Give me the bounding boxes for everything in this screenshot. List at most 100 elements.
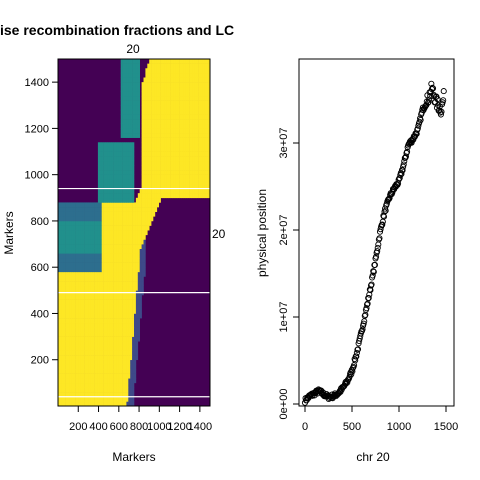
heatmap-cell	[126, 299, 129, 305]
heatmap-cell	[90, 308, 93, 314]
heatmap-cell	[130, 262, 133, 268]
heatmap-cell	[84, 355, 87, 361]
heatmap-cell	[132, 234, 135, 240]
heatmap-cell	[137, 294, 140, 300]
heatmap-cell	[122, 207, 125, 212]
heatmap-cell	[113, 341, 116, 347]
heatmap-cell	[71, 267, 74, 273]
heatmap-cell	[124, 345, 127, 351]
heatmap-cell	[59, 202, 63, 208]
heatmap-cell	[105, 281, 108, 287]
heatmap-cell	[113, 281, 116, 287]
heatmap-cell	[132, 220, 135, 226]
heatmap-cell	[196, 63, 199, 69]
heatmap-cell	[132, 392, 135, 398]
heatmap-cell	[126, 193, 129, 199]
heatmap-cell	[96, 230, 99, 236]
heatmap-cell	[153, 119, 156, 125]
heatmap-cell	[126, 174, 129, 180]
heatmap-cell	[179, 128, 182, 134]
heatmap-cell	[175, 128, 178, 134]
heatmap-cell	[183, 91, 186, 97]
heatmap-cell	[122, 299, 125, 305]
heatmap-cell	[115, 304, 118, 310]
heatmap-cell	[181, 183, 184, 189]
heatmap-cell	[135, 262, 139, 268]
heatmap-cell	[202, 179, 205, 185]
heatmap-cell	[58, 304, 61, 310]
heatmap-cell	[128, 193, 131, 199]
heatmap-cell	[122, 128, 125, 134]
heatmap-cell	[126, 119, 129, 125]
heatmap-cell	[84, 378, 87, 384]
heatmap-cell	[77, 276, 80, 282]
heatmap-cell	[69, 318, 72, 324]
heatmap-cell	[109, 160, 112, 166]
heatmap-cell	[118, 313, 121, 319]
heatmap-cell	[162, 160, 165, 166]
heatmap-cell	[139, 294, 142, 300]
heatmap-cell	[135, 202, 139, 208]
heatmap-cell	[128, 100, 131, 106]
heatmap-cell	[191, 119, 194, 125]
heatmap-cell	[149, 156, 152, 162]
heatmap-cell	[128, 114, 131, 120]
heatmap-cell	[113, 197, 116, 203]
heatmap-cell	[86, 285, 89, 291]
heatmap-cell	[170, 91, 173, 97]
heatmap-cell	[109, 234, 112, 240]
heatmap-cell	[63, 364, 66, 370]
heatmap-cell	[101, 368, 104, 374]
heatmap-cell	[147, 197, 150, 203]
heatmap-cell	[134, 211, 137, 217]
heatmap-cell	[194, 128, 197, 134]
heatmap-cell	[153, 183, 156, 189]
heatmap-cell	[164, 82, 167, 88]
heatmap-cell	[139, 253, 142, 259]
heatmap-cell	[200, 96, 203, 101]
heatmap-cell	[77, 257, 80, 263]
heatmap-cell	[158, 119, 161, 125]
heatmap-cell	[183, 133, 186, 138]
heatmap-cell	[86, 202, 89, 208]
heatmap-cell	[124, 211, 127, 217]
heatmap-cell	[71, 378, 74, 384]
heatmap-cell	[65, 313, 68, 319]
heatmap-cell	[137, 304, 140, 310]
heatmap-cell	[189, 105, 192, 111]
heatmap-cell	[97, 327, 101, 333]
heatmap-cell	[145, 96, 148, 101]
heatmap-cell	[63, 355, 66, 361]
heatmap-cell	[77, 318, 80, 324]
heatmap-cell	[137, 128, 140, 134]
heatmap-cell	[137, 96, 140, 101]
heatmap-cell	[65, 211, 68, 217]
heatmap-cell	[192, 68, 196, 74]
heatmap-cell	[130, 281, 133, 287]
heatmap-cell	[170, 160, 173, 166]
heatmap-cell	[194, 109, 197, 115]
heatmap-cell	[204, 59, 207, 64]
heatmap-cell	[128, 146, 131, 152]
heatmap-cell	[88, 355, 91, 361]
heatmap-cell	[120, 142, 123, 148]
heatmap-cell	[97, 382, 101, 388]
heatmap-cell	[116, 364, 120, 370]
heatmap-cell	[179, 142, 182, 148]
heatmap-cell	[101, 336, 104, 342]
heatmap-cell	[107, 257, 110, 263]
heatmap-cell	[179, 133, 182, 138]
heatmap-cell	[73, 387, 76, 393]
heatmap-cell	[124, 91, 127, 97]
heatmap-cell	[194, 59, 197, 64]
heatmap-cell	[124, 364, 127, 370]
heatmap-cell	[96, 378, 99, 384]
heatmap-cell	[158, 86, 161, 92]
heatmap-cell	[128, 382, 131, 388]
scatter-point	[404, 148, 411, 155]
heatmap-cell	[73, 216, 76, 222]
heatmap-cell	[63, 341, 66, 347]
heatmap-cell	[192, 128, 196, 134]
heatmap-cell	[75, 271, 78, 277]
heatmap-cell	[75, 382, 78, 388]
